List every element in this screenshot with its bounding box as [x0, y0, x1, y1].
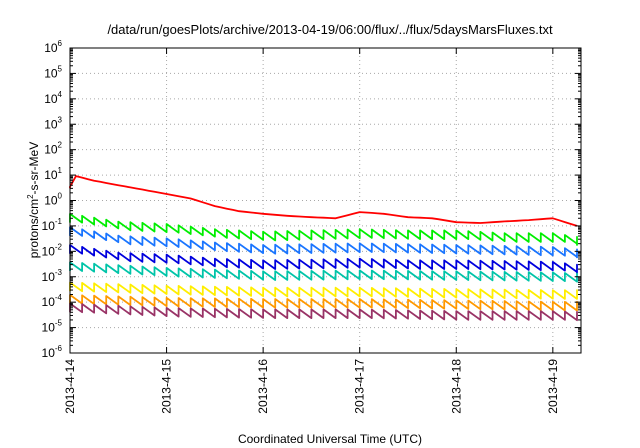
series-line: [69, 294, 578, 312]
gridlines: [70, 48, 581, 353]
y-axis-ticks: 10-6 10-5 10-4 10-3 10-2 10-1 100 101 102 103 104 1…: [42, 39, 581, 360]
x-tick-label: 2013-4-17: [353, 359, 367, 414]
y-tick-label: 10-6: [42, 344, 63, 360]
x-tick-label: 2013-4-15: [160, 359, 174, 414]
x-tick-label: 2013-4-16: [256, 359, 270, 414]
y-tick-label: 10-2: [42, 242, 63, 258]
y-tick-label: 101: [44, 166, 62, 182]
y-tick-label: 10-5: [42, 319, 63, 335]
series-line: [69, 226, 578, 259]
y-tick-label: 102: [44, 141, 62, 157]
x-axis-ticks: 2013-4-14 2013-4-15 2013-4-16 2013-4-17 2013…: [63, 48, 560, 414]
series-line: [69, 244, 578, 274]
y-tick-label: 104: [44, 90, 62, 106]
y-tick-label: 10-4: [42, 293, 63, 309]
series-line: [69, 302, 578, 322]
series-line: [69, 281, 578, 300]
series-lines: [69, 175, 578, 322]
series-line: [69, 261, 578, 283]
series-line: [69, 213, 578, 246]
x-tick-label: 2013-4-14: [63, 359, 77, 414]
chart-title: /data/run/goesPlots/archive/2013-04-19/0…: [107, 22, 553, 37]
y-axis-label: protons/cm2-s-sr-MeV: [26, 142, 41, 258]
series-line: [69, 175, 578, 227]
y-tick-label: 10-1: [42, 217, 63, 233]
x-tick-label: 2013-4-19: [546, 359, 560, 414]
x-tick-label: 2013-4-18: [449, 359, 463, 414]
y-tick-label: 106: [44, 39, 62, 55]
y-tick-label: 10-3: [42, 268, 63, 284]
y-tick-label: 105: [44, 64, 62, 80]
x-axis-label: Coordinated Universal Time (UTC): [238, 432, 422, 446]
y-tick-label: 103: [44, 115, 62, 131]
y-tick-label: 100: [44, 192, 62, 208]
